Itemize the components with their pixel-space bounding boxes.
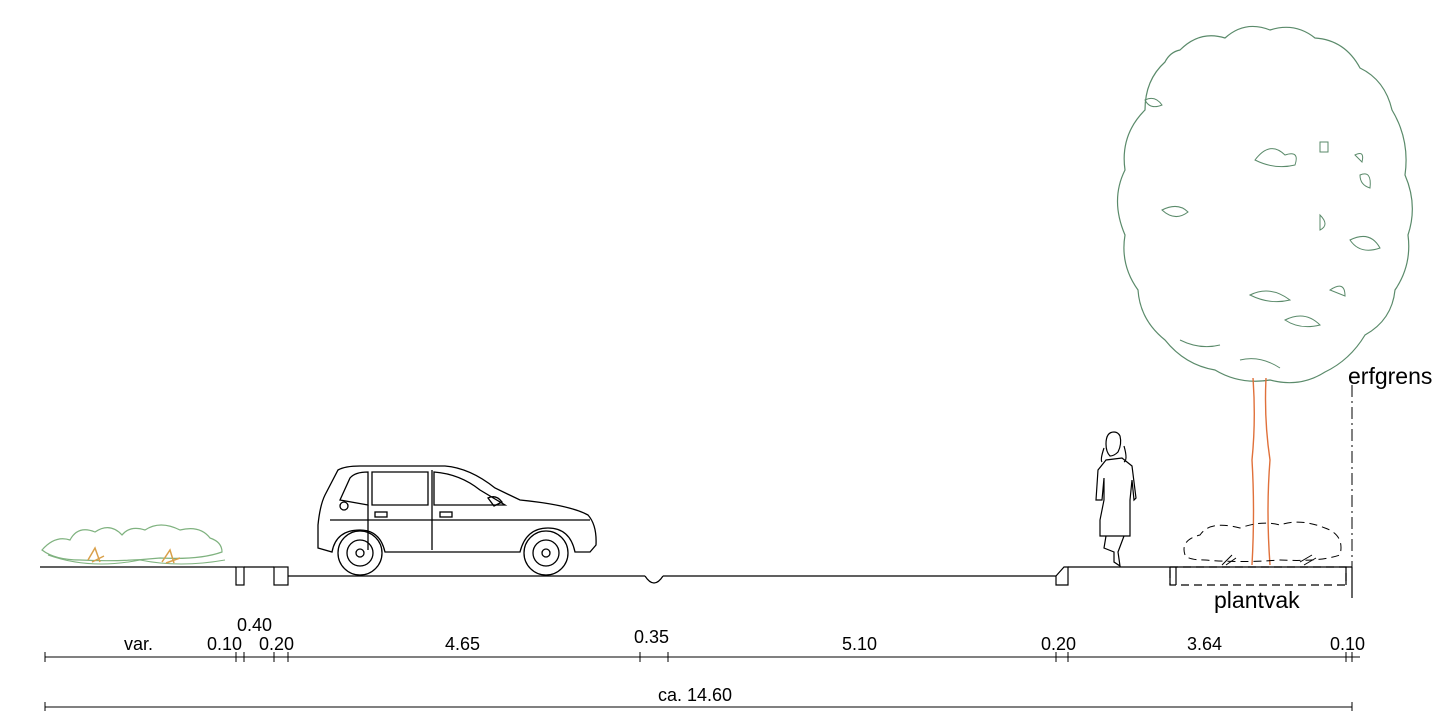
car	[317, 465, 597, 576]
kerb-left-2	[273, 566, 289, 586]
hedge-left	[41, 524, 226, 565]
dim-4-65: 4.65	[445, 634, 480, 654]
dim-5-10: 5.10	[842, 634, 877, 654]
total-dimension-line	[44, 702, 1353, 711]
dim-0-20-left: 0.20	[259, 634, 294, 654]
erfgrens-label: erfgrens	[1348, 363, 1432, 389]
gutter	[644, 575, 664, 584]
tree-trunk	[1251, 377, 1271, 566]
kerb-left-1	[235, 566, 245, 586]
plantvak-label: plantvak	[1214, 587, 1300, 613]
plantvak-shrub	[1183, 521, 1342, 562]
dim-var: var.	[124, 634, 153, 654]
plantvak-box	[1169, 566, 1347, 586]
front-wheel	[337, 530, 383, 576]
road-profile	[40, 566, 1353, 598]
dim-0-20-right: 0.20	[1041, 634, 1076, 654]
rear-wheel	[523, 530, 569, 576]
shrub-stems	[1221, 554, 1317, 566]
dim-0-10-right: 0.10	[1330, 634, 1365, 654]
dim-0-10-left: 0.10	[207, 634, 242, 654]
tree-canopy	[1116, 25, 1413, 384]
pedestrian	[1095, 431, 1137, 568]
dim-total: ca. 14.60	[658, 685, 732, 705]
kerb-right	[1055, 566, 1069, 586]
dim-3-64: 3.64	[1187, 634, 1222, 654]
dimension-line	[44, 652, 1360, 662]
tree	[1116, 25, 1413, 566]
dim-0-40: 0.40	[237, 615, 272, 635]
dim-0-35: 0.35	[634, 627, 669, 647]
